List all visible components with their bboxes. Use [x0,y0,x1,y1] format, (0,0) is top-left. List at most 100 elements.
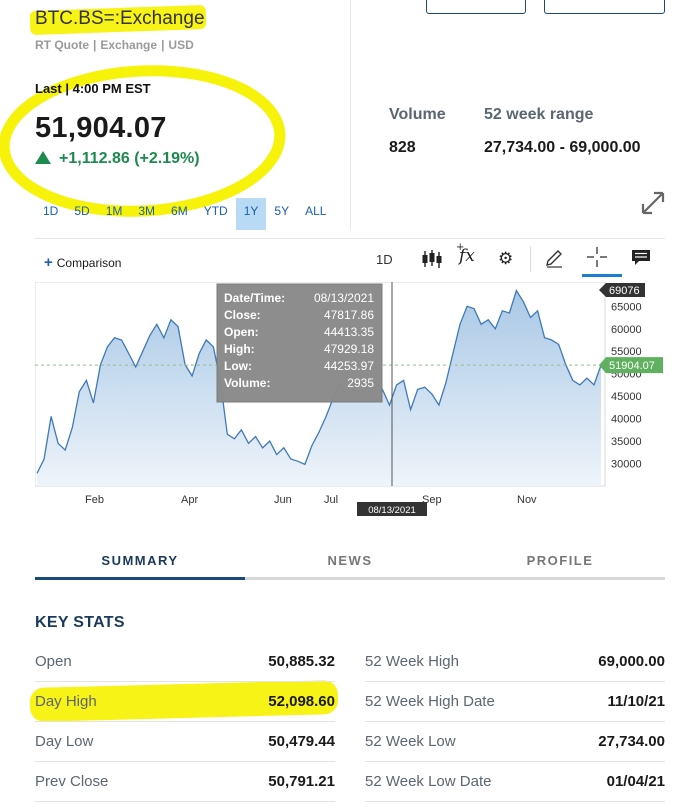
y-tick-label: 30000 [611,459,642,471]
crosshair-date-box [357,502,427,516]
last-price-tag [599,357,663,374]
max-price-tag [599,283,645,297]
gear-icon[interactable]: ⚙ [498,249,514,268]
key-stat-value: 69,000.00 [598,653,665,670]
key-stat-row: 52 Week Low Date 01/04/21 [365,762,665,802]
plus-icon: + [44,254,53,271]
key-stat-label: Day High [35,693,97,710]
key-stat-label: 52 Week Low Date [365,773,492,790]
y-tick-label: 60000 [611,324,642,336]
key-stat-row: 52 Week High Date 11/10/21 [365,682,665,722]
y-tick-label: 45000 [611,391,642,403]
key-stat-label: Day Low [35,733,94,750]
key-stat-value: 50,479.44 [268,733,335,750]
range-tab-5d[interactable]: 5D [74,204,90,218]
x-tick-label: Jun [274,494,292,506]
subline-currency: USD [168,38,194,52]
last-time-label: Last | 4:00 PM EST [35,81,151,96]
last-price: 51,904.07 [35,112,167,144]
key-stat-label: Open [35,653,72,670]
tooltip-value: 47817.86 [324,308,374,322]
y-tick-label: 55000 [611,346,642,358]
key-stat-label: 52 Week High Date [365,693,495,710]
max-price-label: 69076 [609,285,640,297]
header-divider [350,0,351,230]
subline-exchange: Exchange [100,38,158,52]
key-stat-label: Prev Close [35,773,109,790]
price-area [37,290,601,486]
tooltip-label: Close: [224,308,261,322]
range-tab-3m[interactable]: 3M [138,204,156,218]
range-tab-1d[interactable]: 1D [43,204,59,218]
range-tab-1y[interactable]: 1Y [235,198,267,230]
y-tick-label: 40000 [611,414,642,426]
key-stat-value: 52,098.60 [268,693,335,710]
expand-icon[interactable] [640,190,666,216]
volume-value: 828 [389,139,416,156]
key-stat-value: 11/10/21 [607,693,665,710]
subline-rt-quote: RT Quote [35,38,89,52]
range-tabs: 1D 5D 1M 3M 6M YTD 1Y 5Y ALL [35,198,334,230]
range-tab-5y[interactable]: 5Y [274,204,290,218]
chart-toolbar [35,238,665,282]
last-price-label: 51904.07 [609,360,655,372]
key-stat-value: 27,734.00 [598,733,665,750]
range-value: 27,734.00 - 69,000.00 [484,139,641,156]
range-tab-6m[interactable]: 6M [171,204,188,218]
quote-subline: RT Quote | Exchange | USD [35,38,194,52]
comparison-button[interactable]: + Comparison [44,254,121,271]
key-stat-label: 52 Week High [365,653,459,670]
range-label: 52 week range [484,106,594,123]
tab-profile[interactable]: PROFILE [526,553,594,568]
tooltip-label: Open: [224,325,259,339]
price-change-value: +1,112.86 (+2.19%) [59,150,200,167]
chart-tooltip [216,283,383,403]
x-tick-label: Feb [85,494,104,506]
comment-icon[interactable] [631,249,651,267]
price-line [36,289,602,474]
tab-news[interactable]: NEWS [327,553,373,568]
key-stat-row: Open 50,885.32 [35,642,335,682]
key-stat-label: 52 Week Low [365,733,456,750]
highlight-price-circle [0,65,286,217]
candlestick-icon[interactable] [421,249,443,269]
crosshair-date-label: 08/13/2021 [368,505,416,516]
interval-button[interactable]: 1D [376,252,393,267]
range-tab-all[interactable]: ALL [305,204,327,218]
symbol-title: BTC.BS=:Exchange [35,8,205,29]
tooltip-label: Volume: [224,376,270,390]
key-stat-value: 01/04/21 [606,773,665,790]
tooltip-label: Date/Time: [224,291,285,305]
top-button-left[interactable] [426,0,526,14]
x-tick-label: Nov [517,494,537,506]
y-tick-label: 65000 [611,301,642,313]
crosshair-icon[interactable] [586,246,608,268]
y-tick-label: 35000 [611,436,642,448]
key-stat-row: 52 Week High 69,000.00 [365,642,665,682]
fx-icon[interactable]: 𝑓x + [456,242,475,266]
top-button-right[interactable] [544,0,665,14]
tooltip-value: 44253.97 [324,359,374,373]
pencil-icon[interactable] [544,248,564,268]
tooltip-value: 44413.35 [324,325,374,339]
tooltip-value: 2935 [347,376,374,390]
toolbar-separator [530,246,531,272]
tooltip-label: High: [224,342,255,356]
key-stat-value: 50,791.21 [268,773,335,790]
key-stats-title: KEY STATS [35,614,125,631]
range-tab-1m[interactable]: 1M [105,204,123,218]
tooltip-value: 08/13/2021 [314,291,374,305]
key-stat-row: Day Low 50,479.44 [35,722,335,762]
content-tabs: SUMMARY NEWS PROFILE [35,546,665,580]
tab-summary[interactable]: SUMMARY [35,546,245,580]
key-stat-value: 50,885.32 [268,653,335,670]
comparison-label: Comparison [56,256,122,270]
key-stat-row: 52 Week Low 27,734.00 [365,722,665,762]
price-change: +1,112.86 (+2.19%) [35,150,200,168]
tooltip-label: Low: [224,359,252,373]
x-tick-label: Jul [324,494,338,506]
key-stat-row: Prev Close 50,791.21 [35,762,335,802]
range-tab-ytd[interactable]: YTD [203,204,228,218]
key-stat-row: Day High 52,098.60 [35,682,335,722]
price-chart[interactable]: 6500060000550005000045000400003500030000… [35,282,665,520]
